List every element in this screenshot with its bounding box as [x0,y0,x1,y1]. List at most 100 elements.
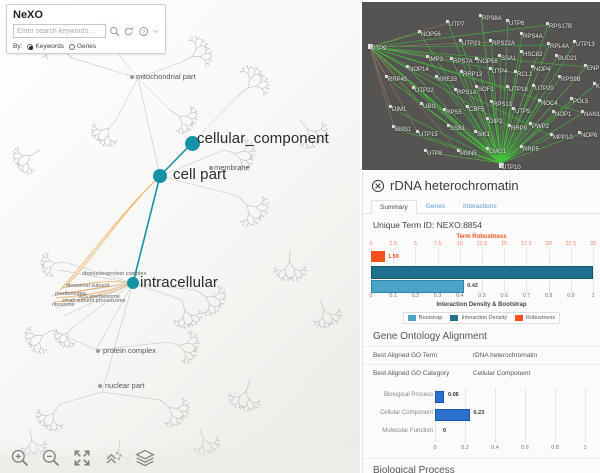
gene-node[interactable] [552,110,555,113]
gene-node[interactable] [435,75,438,78]
gene-node[interactable] [546,22,549,25]
node-cellular-component[interactable] [185,136,200,151]
gene-node[interactable] [520,145,523,148]
search-panel[interactable]: NeXO ? By: [6,4,166,54]
go-bar-value: 0.23 [473,410,485,416]
ontology-tree-canvas[interactable]: cellular_component cell part intracellul… [0,0,360,473]
zoom-out-icon[interactable] [41,448,61,468]
chart-top-ticks: 0 2.5 5 7.5 10 12.5 15 17.5 20 22.5 25 [369,241,596,249]
gene-node[interactable] [531,65,534,68]
node-nuclear-part[interactable] [98,384,102,388]
bottom-tick-label: 0.1 [389,293,398,299]
gene-node[interactable] [489,39,492,42]
search-icon[interactable] [109,25,120,38]
gene-node[interactable] [450,57,453,60]
gene-node[interactable] [486,147,489,150]
gene-node[interactable] [459,39,462,42]
gene-node[interactable] [584,64,587,67]
gene-node[interactable] [581,110,584,113]
fit-screen-icon[interactable] [72,448,92,468]
bottom-tick-label: 0.5 [478,293,486,299]
go-tick-label: 0.8 [551,445,559,451]
legend-item[interactable]: Interaction Density [450,315,507,321]
gene-node[interactable] [406,65,409,68]
gene-node[interactable] [416,130,419,133]
gene-node[interactable] [532,84,535,87]
gene-node[interactable] [499,163,504,168]
gene-node[interactable] [578,131,581,134]
gene-node[interactable] [447,124,450,127]
gene-node[interactable] [457,149,460,152]
gene-node[interactable] [529,122,532,125]
legend-item[interactable]: Robustness [515,315,555,321]
collapse-icon[interactable] [152,25,159,38]
gene-node[interactable] [460,70,463,73]
gene-node[interactable] [475,85,478,88]
radio-genes-label: Genes [76,43,97,50]
gene-node[interactable] [547,42,550,45]
gene-node[interactable] [520,50,523,53]
robustness-chart: Term Robustness 0 2.5 5 7.5 10 12.5 15 17.5 20 22… [369,234,596,324]
bar-robustness [371,251,386,262]
gene-node[interactable] [418,30,421,33]
gene-node[interactable] [443,108,446,111]
node-protein-complex[interactable] [96,349,100,353]
gene-node[interactable] [555,54,558,57]
gene-node[interactable] [474,130,477,133]
gene-node[interactable] [593,82,596,85]
gene-node[interactable] [392,125,395,128]
gene-node[interactable] [514,70,517,73]
gene-node[interactable] [498,54,501,57]
gene-node[interactable] [550,133,553,136]
legend-label: Robustness [526,315,556,321]
gene-node[interactable] [420,102,423,105]
node-membrane[interactable] [209,166,213,170]
help-icon[interactable]: ? [138,25,149,38]
gene-node[interactable] [570,97,573,100]
gene-node[interactable] [389,105,392,108]
gene-node[interactable] [489,67,492,70]
gene-node[interactable] [466,105,469,108]
node-cell-part[interactable] [153,169,167,183]
top-tick-label: 20 [545,241,552,247]
zoom-in-icon[interactable] [10,448,30,468]
go-x-axis: 0 0.2 0.4 0.6 0.8 1 [433,445,590,454]
gene-node[interactable] [426,55,429,58]
gene-node[interactable] [412,86,415,89]
top-tick-label: 2.5 [389,241,398,247]
collapse-all-icon[interactable] [103,448,123,468]
tab-summary[interactable]: Summary [371,200,417,214]
gene-node[interactable] [508,124,511,127]
tab-interactions[interactable]: Interactions [462,203,497,210]
close-circle-icon[interactable] [371,179,385,193]
gene-node[interactable] [486,117,489,120]
gene-node[interactable] [538,99,541,102]
gene-node[interactable] [424,149,427,152]
gene-node[interactable] [385,75,388,78]
gene-node[interactable] [506,85,509,88]
radio-keywords[interactable] [27,43,34,50]
gene-node[interactable] [368,44,373,49]
gene-network-panel[interactable]: UTP9 NOP56 UTP7 RPS8A UTP6 RPS17B UTP21 RPS22A R… [362,2,600,170]
radio-keywords-label: Keywords [35,43,64,50]
node-intracellular[interactable] [127,277,139,289]
gene-node[interactable] [558,75,561,78]
gene-node[interactable] [506,19,509,22]
gene-node[interactable] [446,20,449,23]
gene-node[interactable] [512,107,515,110]
layers-icon[interactable] [134,448,156,468]
gene-node[interactable] [454,88,457,91]
search-input[interactable] [13,24,106,38]
gene-node[interactable] [520,32,523,35]
radio-genes[interactable] [68,43,75,50]
node-mitochondrial-part[interactable] [130,75,134,79]
gene-node[interactable] [479,14,482,17]
tab-genes[interactable]: Genes [425,203,445,210]
gene-node[interactable] [475,57,478,60]
gene-node[interactable] [490,100,493,103]
legend-item[interactable]: Bootstrap [407,315,442,321]
refresh-icon[interactable] [123,25,134,38]
go-term-row: Best Aligned GO Term rDNA heterochromati… [363,346,600,364]
gene-node[interactable] [573,40,576,43]
top-tick-label: 17.5 [521,241,532,247]
